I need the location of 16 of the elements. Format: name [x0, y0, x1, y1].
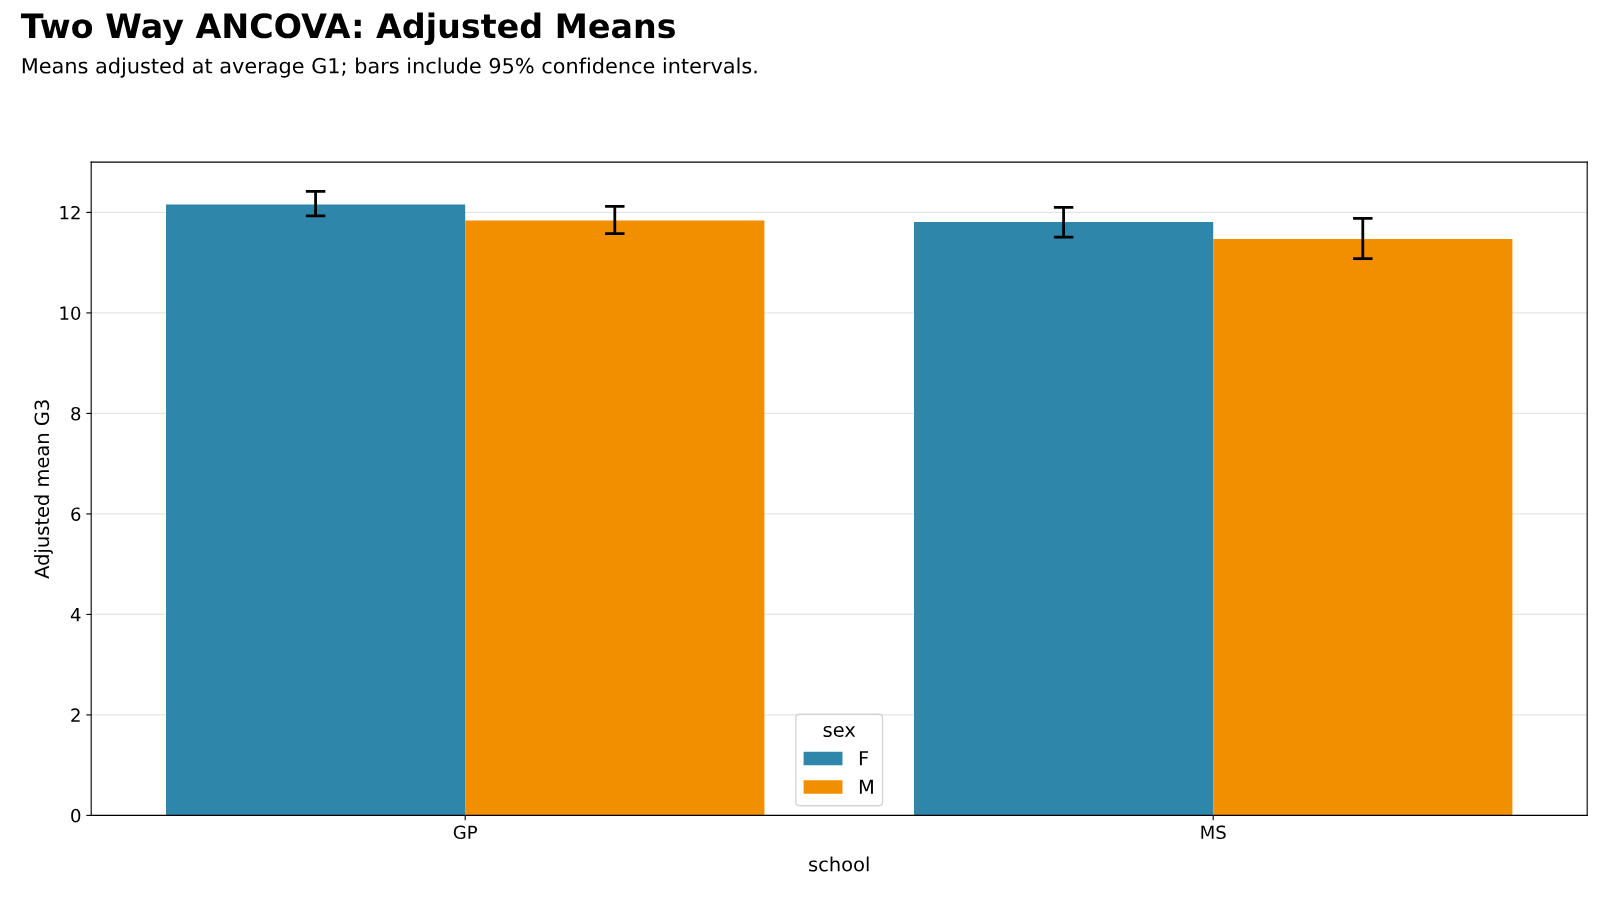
x-axis-title: school: [809, 856, 869, 872]
legend-label: M: [859, 779, 873, 794]
legend-label: F: [859, 751, 869, 766]
chart-subtitle: Means adjusted at average G1; bars include 95% confidence intervals.: [22, 57, 757, 78]
chart-title: Two Way ANCOVA: Adjusted Means: [20, 12, 675, 46]
y-tick-label: 10: [60, 306, 81, 321]
legend-title: sex: [823, 725, 856, 738]
y-tick-label: 12: [60, 205, 80, 220]
y-tick-label: 0: [71, 808, 81, 823]
y-tick-label: 8: [71, 406, 81, 421]
x-tick-label: GP: [453, 825, 478, 840]
y-tick-label: 2: [71, 708, 80, 722]
x-tick-label: MS: [1201, 825, 1226, 840]
y-tick-label: 6: [71, 507, 81, 522]
y-axis-title: Adjusted mean G3: [34, 400, 53, 579]
y-tick-label: 4: [70, 608, 81, 622]
